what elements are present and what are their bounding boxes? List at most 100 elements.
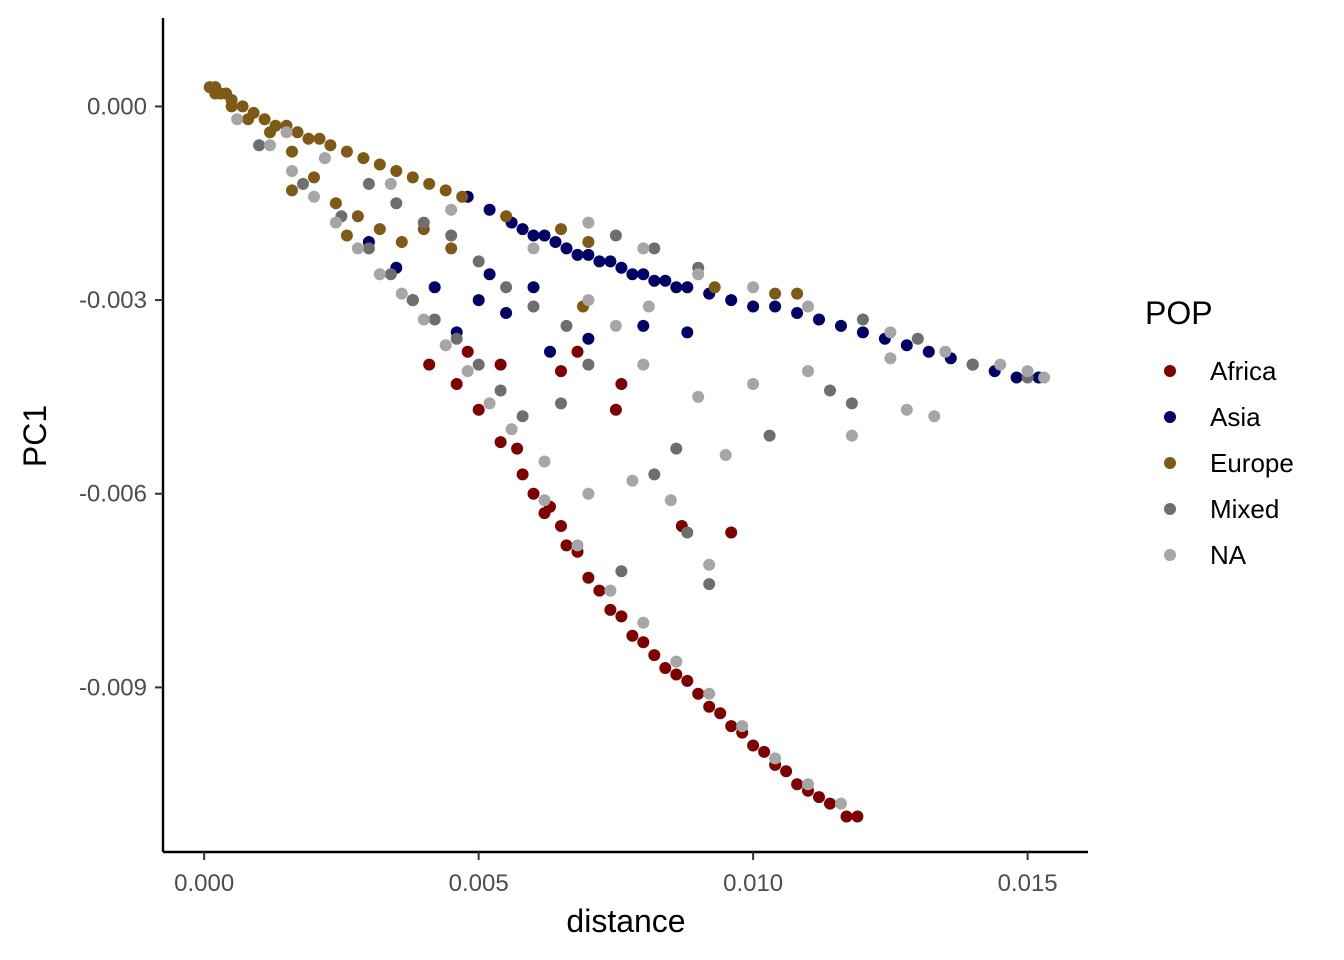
data-point: [747, 378, 760, 390]
data-point: [555, 397, 567, 410]
data-point: [1021, 365, 1034, 378]
data-point: [406, 294, 419, 307]
series-mixed: [253, 139, 1034, 591]
data-point: [725, 294, 738, 307]
series-europe: [203, 81, 804, 313]
data-point: [593, 584, 606, 597]
data-point: [681, 281, 694, 294]
data-point: [802, 300, 814, 313]
data-point: [439, 184, 452, 197]
data-point: [582, 571, 595, 584]
data-point: [609, 229, 622, 242]
legend: POP Africa Asia Europe Mixed NA: [1145, 295, 1294, 570]
data-point: [637, 636, 650, 649]
data-point: [527, 487, 540, 500]
data-point: [423, 358, 436, 371]
x-tick-label: 0.005: [449, 870, 509, 897]
data-point: [928, 410, 941, 423]
x-tick-label: 0.000: [174, 870, 234, 897]
data-point: [637, 242, 650, 255]
data-point: [560, 319, 573, 332]
data-point: [593, 255, 606, 268]
data-point: [681, 326, 694, 339]
data-point: [648, 468, 661, 481]
data-point: [516, 410, 529, 423]
legend-label: Mixed: [1210, 494, 1279, 524]
data-point: [527, 242, 540, 255]
data-point: [609, 403, 622, 416]
data-point: [318, 152, 331, 165]
data-point: [483, 203, 496, 216]
data-point: [582, 216, 595, 229]
legend-key: [1164, 549, 1176, 561]
data-point: [604, 255, 617, 268]
legend-label: Europe: [1210, 448, 1294, 478]
legend-key: [1164, 457, 1176, 469]
data-point: [417, 313, 430, 326]
data-point: [571, 345, 584, 358]
data-point: [582, 236, 595, 248]
data-point: [302, 132, 315, 145]
data-point: [264, 126, 276, 139]
data-point: [571, 248, 584, 261]
data-point: [670, 281, 683, 294]
data-point: [626, 629, 639, 642]
data-point: [472, 294, 485, 307]
data-point: [297, 177, 309, 190]
legend-label: Africa: [1210, 356, 1277, 386]
data-point: [824, 384, 836, 397]
series-na: [231, 113, 1051, 810]
data-point: [835, 319, 847, 332]
data-point: [708, 281, 721, 294]
data-point: [428, 313, 441, 326]
data-point: [900, 403, 913, 416]
data-point: [329, 216, 342, 229]
data-point: [681, 526, 694, 539]
data-point: [340, 229, 353, 242]
y-tick-label: 0.000: [87, 93, 147, 120]
y-tick-label: -0.006: [79, 481, 147, 508]
data-point: [648, 274, 661, 287]
data-point: [835, 797, 847, 810]
data-point: [692, 390, 705, 403]
y-tick-label: -0.009: [79, 674, 147, 701]
data-point: [884, 352, 897, 365]
data-point: [406, 171, 419, 184]
data-point: [538, 455, 551, 468]
data-point: [560, 242, 573, 255]
data-point: [445, 242, 458, 255]
data-point: [763, 429, 776, 442]
data-point: [291, 126, 304, 139]
data-point: [527, 281, 540, 294]
data-point: [845, 397, 858, 410]
data-point: [1038, 371, 1051, 384]
data-point: [357, 152, 370, 165]
legend-key: [1164, 411, 1176, 423]
data-point: [692, 268, 705, 281]
x-tick-label: 0.015: [998, 870, 1058, 897]
data-point: [802, 778, 814, 791]
data-point: [703, 578, 716, 591]
data-point: [615, 610, 628, 623]
data-point: [423, 177, 436, 190]
data-point: [703, 558, 716, 571]
data-point: [494, 436, 507, 449]
legend-key: [1164, 503, 1176, 515]
data-point: [390, 197, 403, 210]
data-point: [450, 332, 463, 345]
data-point: [966, 358, 979, 371]
data-point: [351, 210, 364, 223]
data-point: [582, 248, 595, 261]
data-point: [373, 158, 386, 171]
data-point: [516, 223, 529, 236]
data-point: [286, 184, 298, 197]
legend-label: NA: [1210, 540, 1247, 570]
data-point: [560, 539, 573, 552]
data-point: [609, 319, 622, 332]
data-point: [884, 326, 897, 339]
y-axis-title: PC1: [17, 405, 53, 467]
data-point: [472, 255, 485, 268]
data-point: [845, 429, 858, 442]
data-point: [417, 216, 430, 229]
data-point: [582, 487, 595, 500]
